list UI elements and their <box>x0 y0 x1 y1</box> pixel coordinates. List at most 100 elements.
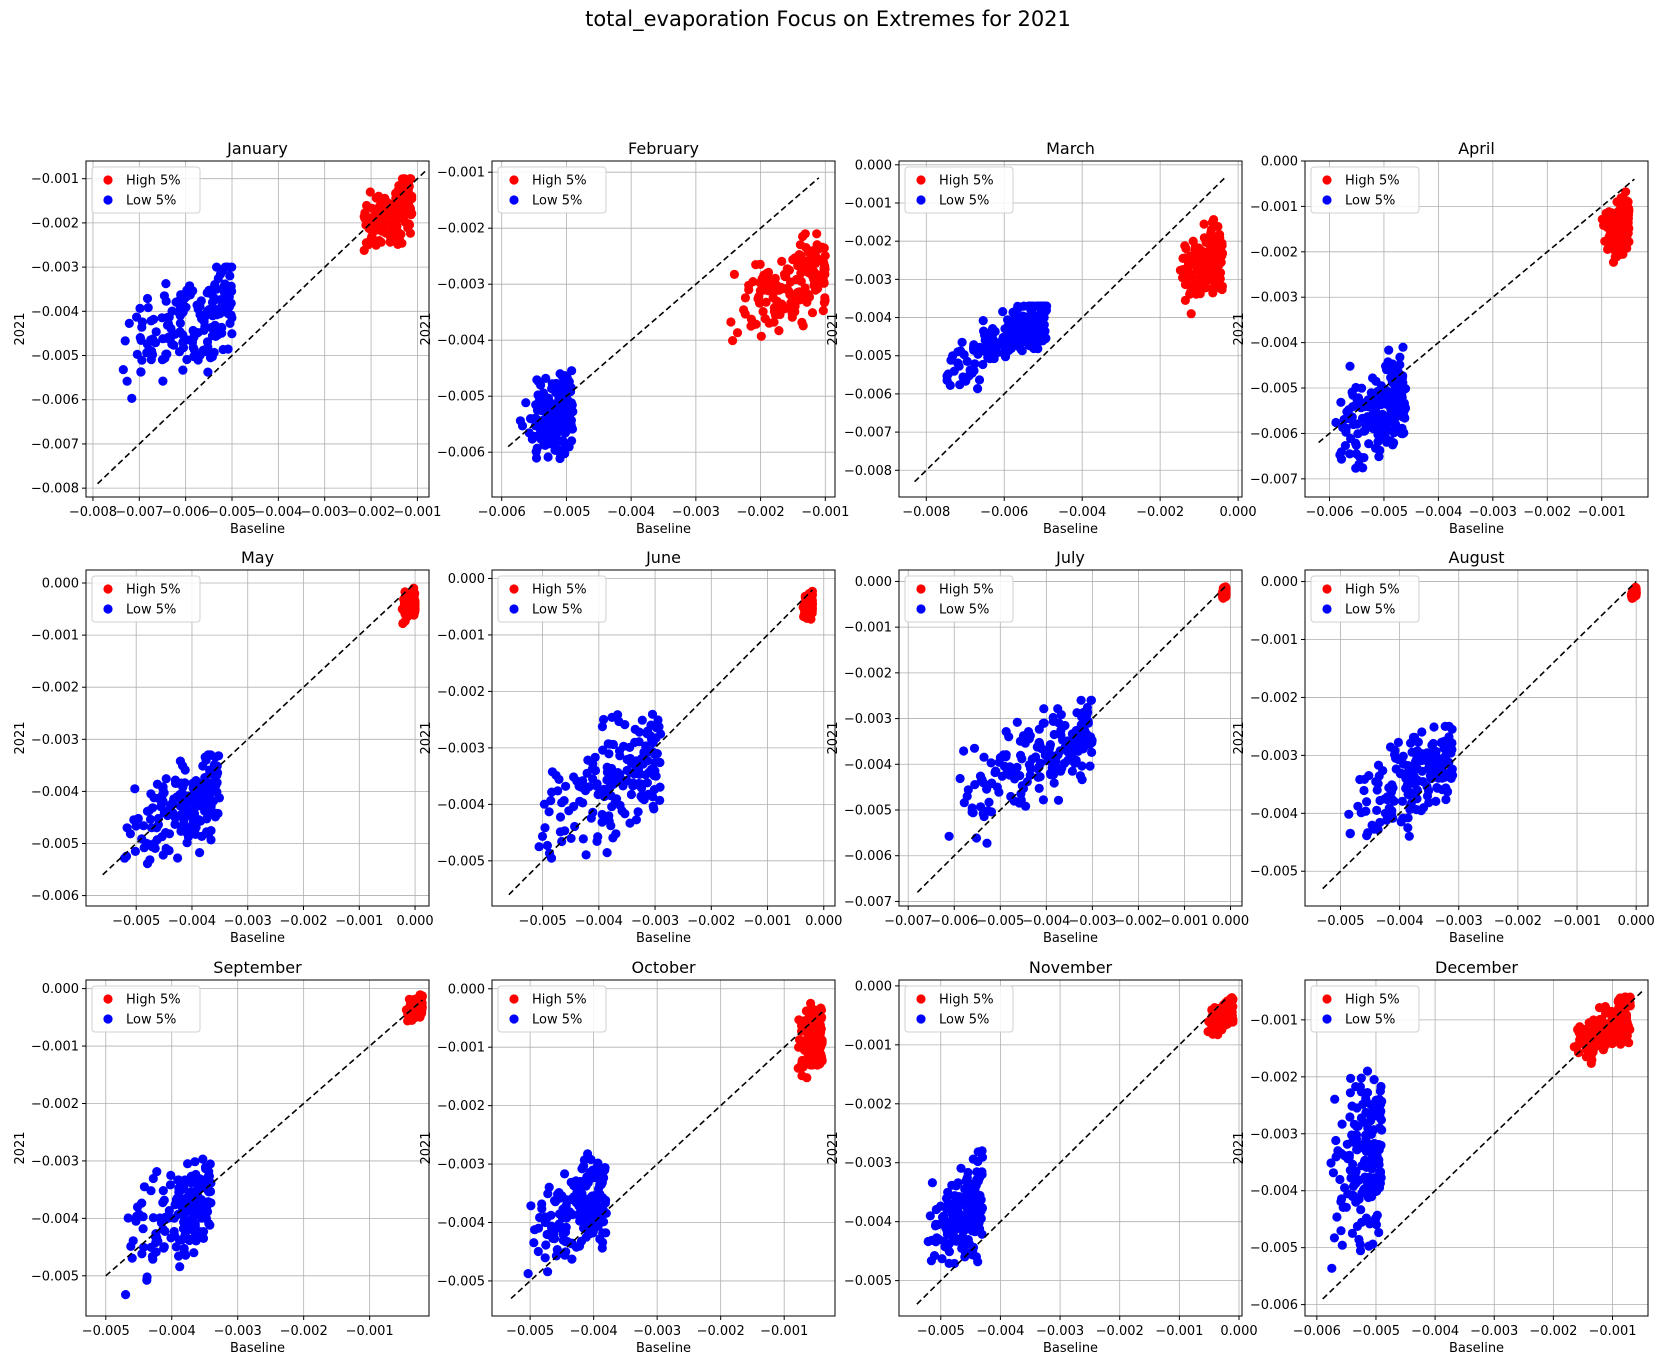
low-point <box>1344 414 1354 424</box>
low-point <box>164 1206 174 1216</box>
y-tick-label: −0.001 <box>437 1041 485 1056</box>
y-tick-label: −0.006 <box>31 393 79 408</box>
y-tick-label: −0.007 <box>1250 472 1298 487</box>
low-point <box>998 348 1009 358</box>
legend-marker <box>103 195 113 205</box>
subplot-june: −0.005 −0.004 −0.003 −0.002 −0.001 0.000 −0.00… <box>419 548 842 946</box>
low-point <box>1050 759 1060 769</box>
y-axis-label: 2021 <box>419 721 434 754</box>
low-point <box>541 373 551 383</box>
low-point <box>1428 738 1438 749</box>
subplot-title: March <box>1046 139 1095 158</box>
low-point <box>1038 795 1048 805</box>
high-point <box>1195 289 1205 299</box>
low-point <box>942 375 952 385</box>
low-point <box>1372 805 1382 816</box>
high-point <box>802 297 812 307</box>
y-tick-label: −0.003 <box>31 1154 79 1169</box>
legend-box <box>904 575 1014 623</box>
low-point <box>558 423 568 434</box>
low-point <box>144 806 154 816</box>
x-tick-label: −0.002 <box>697 1324 745 1339</box>
low-point <box>959 798 969 808</box>
low-point <box>593 1221 603 1231</box>
low-point <box>999 338 1009 348</box>
scatter-points <box>120 583 420 869</box>
low-point <box>576 1200 586 1210</box>
low-point <box>1385 399 1395 409</box>
low-point <box>613 710 623 720</box>
low-point <box>988 344 998 354</box>
legend: High 5% Low 5% <box>904 575 1014 623</box>
axes-frame <box>1304 160 1649 498</box>
low-point <box>1357 1217 1367 1227</box>
high-point <box>756 331 766 341</box>
identity-line <box>916 997 1228 1305</box>
y-tick-label: −0.002 <box>844 235 892 250</box>
y-axis-label: 2021 <box>13 721 28 754</box>
low-point <box>1049 729 1059 740</box>
y-tick-label: −0.004 <box>844 1215 892 1230</box>
low-point <box>1331 1135 1341 1146</box>
low-point <box>189 1248 199 1258</box>
low-point <box>1023 727 1034 737</box>
low-point <box>1347 1228 1357 1238</box>
low-point <box>1362 797 1372 807</box>
x-tick-label: −0.005 <box>1316 914 1364 929</box>
high-point <box>769 307 780 317</box>
low-point <box>626 758 637 769</box>
scatter-points <box>1331 187 1634 473</box>
x-tick-label: −0.001 <box>393 505 441 520</box>
low-point <box>191 1208 202 1218</box>
legend-marker <box>509 584 519 594</box>
low-point <box>1345 1112 1355 1122</box>
legend-marker <box>916 994 926 1004</box>
x-tick-label: −0.004 <box>575 914 623 929</box>
x-tick-label: −0.001 <box>1160 914 1208 929</box>
x-axis-label: Baseline <box>230 931 285 946</box>
low-point <box>210 280 220 290</box>
low-point <box>1361 1146 1371 1156</box>
low-point <box>602 848 612 858</box>
y-tick-label: −0.003 <box>1250 291 1298 306</box>
low-point <box>164 805 174 815</box>
low-point <box>537 1204 547 1214</box>
high-point <box>755 259 765 269</box>
high-point <box>808 246 818 256</box>
low-point <box>118 365 128 375</box>
grid <box>492 161 835 497</box>
legend: High 5% Low 5% <box>91 166 201 214</box>
low-point <box>1368 1239 1378 1249</box>
low-point <box>955 773 965 784</box>
low-point <box>941 1193 952 1203</box>
y-tick-label: −0.003 <box>437 278 485 293</box>
low-point <box>1035 772 1045 782</box>
low-point <box>1393 737 1403 748</box>
low-point <box>1072 708 1082 718</box>
x-tick-label: −0.005 <box>1352 1324 1400 1339</box>
low-point <box>1335 1174 1345 1185</box>
low-point <box>146 789 156 799</box>
low-point <box>560 1169 570 1179</box>
y-tick-label: −0.007 <box>31 437 79 452</box>
low-point <box>979 752 989 762</box>
low-point <box>182 838 192 848</box>
legend-marker <box>103 1014 113 1024</box>
low-point <box>188 778 198 788</box>
low-point <box>161 279 171 289</box>
low-point <box>1354 1234 1364 1245</box>
x-tick-label: 0.000 <box>1212 914 1249 929</box>
low-point <box>1070 758 1080 768</box>
low-point <box>1395 352 1405 362</box>
high-point <box>1621 187 1631 197</box>
x-tick-label: −0.003 <box>301 505 349 520</box>
subplot-title: June <box>645 548 681 567</box>
low-point <box>1348 1181 1358 1191</box>
low-point <box>649 804 659 814</box>
low-point <box>534 377 544 387</box>
low-point <box>1355 1082 1365 1092</box>
high-point <box>1220 587 1230 597</box>
low-point <box>994 787 1004 797</box>
legend-box <box>91 166 201 214</box>
legend-entry: Low 5% <box>126 194 176 209</box>
